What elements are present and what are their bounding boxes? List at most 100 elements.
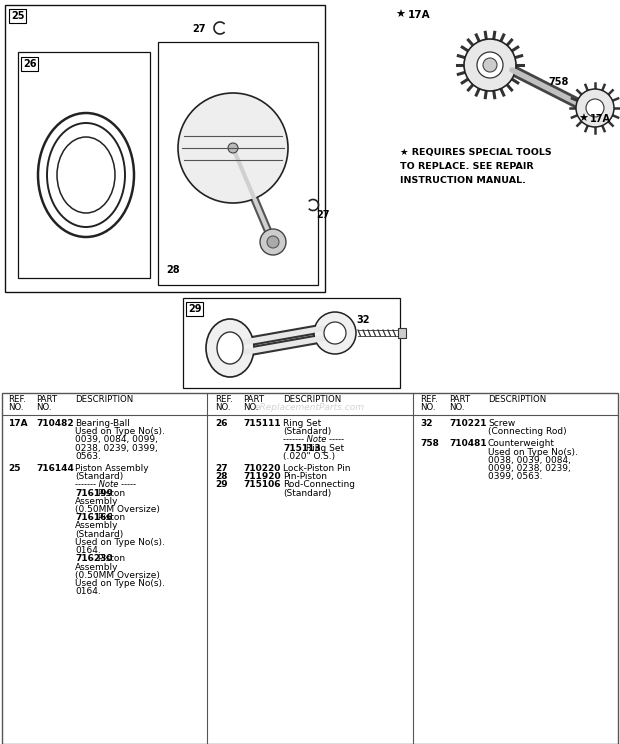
Text: 17A: 17A [8, 419, 28, 428]
Text: NO.: NO. [215, 403, 231, 412]
Text: DESCRIPTION: DESCRIPTION [488, 395, 546, 404]
Text: 25: 25 [11, 11, 25, 21]
Text: (Connecting Rod): (Connecting Rod) [488, 427, 567, 436]
Text: 29: 29 [215, 481, 228, 490]
Text: 716144: 716144 [36, 464, 74, 473]
Text: 17A: 17A [408, 10, 431, 20]
Text: (Standard): (Standard) [283, 427, 331, 436]
Text: REF.: REF. [420, 395, 438, 404]
Text: PART: PART [243, 395, 264, 404]
Text: 28: 28 [215, 472, 228, 481]
Text: 32: 32 [356, 315, 370, 325]
Text: NO.: NO. [8, 403, 24, 412]
Text: 716199: 716199 [75, 489, 113, 498]
Text: 32: 32 [420, 419, 433, 428]
Text: REF.: REF. [8, 395, 26, 404]
Text: 0164.: 0164. [75, 587, 100, 596]
Text: 0238, 0239, 0399,: 0238, 0239, 0399, [75, 443, 157, 452]
Circle shape [483, 58, 497, 72]
Text: 26: 26 [215, 419, 228, 428]
Bar [5, 5, 325, 292]
Text: 758: 758 [548, 77, 569, 87]
Text: 0038, 0039, 0084,: 0038, 0039, 0084, [488, 456, 571, 465]
Text: (Standard): (Standard) [75, 472, 123, 481]
Text: 710481: 710481 [449, 440, 487, 449]
Text: Pin-Piston: Pin-Piston [283, 472, 327, 481]
Text: 716166: 716166 [75, 513, 113, 522]
Text: ------- Note -----: ------- Note ----- [75, 481, 136, 490]
Text: (Standard): (Standard) [283, 489, 331, 498]
Text: REF.: REF. [215, 395, 232, 404]
Circle shape [228, 143, 238, 153]
Text: Bearing-Ball: Bearing-Ball [75, 419, 130, 428]
Text: 0563.: 0563. [75, 452, 101, 461]
Text: NO.: NO. [449, 403, 464, 412]
Text: Piston: Piston [95, 513, 125, 522]
Text: PART: PART [449, 395, 470, 404]
Text: TO REPLACE. SEE REPAIR: TO REPLACE. SEE REPAIR [400, 162, 534, 171]
Circle shape [324, 322, 346, 344]
Text: (.020" O.S.): (.020" O.S.) [283, 452, 335, 461]
Circle shape [576, 89, 614, 127]
Text: 715106: 715106 [243, 481, 280, 490]
Text: 758: 758 [420, 440, 439, 449]
Text: NO.: NO. [36, 403, 51, 412]
Text: 25: 25 [8, 464, 20, 473]
Circle shape [267, 236, 279, 248]
Text: Assembly: Assembly [75, 562, 118, 571]
Text: PART: PART [36, 395, 57, 404]
Circle shape [314, 312, 356, 354]
Text: (Standard): (Standard) [75, 530, 123, 539]
Text: (0.50MM Oversize): (0.50MM Oversize) [75, 571, 160, 580]
Text: Rod-Connecting: Rod-Connecting [283, 481, 355, 490]
Bar [158, 42, 318, 285]
Text: 27: 27 [316, 210, 329, 220]
Circle shape [477, 52, 503, 78]
Text: 0099, 0238, 0239,: 0099, 0238, 0239, [488, 464, 571, 473]
Text: Used on Type No(s).: Used on Type No(s). [488, 448, 578, 457]
Text: Lock-Piston Pin: Lock-Piston Pin [283, 464, 350, 473]
Text: 29: 29 [188, 304, 202, 314]
Circle shape [464, 39, 516, 91]
Text: Assembly: Assembly [75, 497, 118, 506]
Bar [18, 52, 150, 278]
Bar [183, 298, 400, 388]
Text: Used on Type No(s).: Used on Type No(s). [75, 538, 165, 547]
Text: 715111: 715111 [243, 419, 281, 428]
Text: Ring Set: Ring Set [303, 443, 344, 452]
Circle shape [260, 229, 286, 255]
Text: Piston: Piston [95, 489, 125, 498]
Text: 0164.: 0164. [75, 546, 100, 555]
Text: INSTRUCTION MANUAL.: INSTRUCTION MANUAL. [400, 176, 526, 185]
Text: ★: ★ [578, 114, 588, 124]
Text: Ring Set: Ring Set [283, 419, 321, 428]
Text: DESCRIPTION: DESCRIPTION [75, 395, 133, 404]
Text: 28: 28 [166, 265, 180, 275]
Text: 27: 27 [192, 24, 205, 34]
Text: 17A: 17A [590, 114, 611, 124]
Text: 0399, 0563.: 0399, 0563. [488, 472, 542, 481]
Circle shape [178, 93, 288, 203]
Text: 715113: 715113 [283, 443, 321, 452]
Bar [2, 393, 618, 744]
Text: NO.: NO. [420, 403, 435, 412]
Text: Piston Assembly: Piston Assembly [75, 464, 149, 473]
Text: 711920: 711920 [243, 472, 281, 481]
Text: Used on Type No(s).: Used on Type No(s). [75, 427, 165, 436]
Text: 27: 27 [215, 464, 228, 473]
Text: ★: ★ [395, 10, 405, 20]
Text: Counterweight: Counterweight [488, 440, 555, 449]
Text: 710220: 710220 [243, 464, 280, 473]
Text: 716230: 716230 [75, 554, 112, 563]
Text: 710221: 710221 [449, 419, 487, 428]
Text: Screw: Screw [488, 419, 515, 428]
Text: 710482: 710482 [36, 419, 74, 428]
Text: Piston: Piston [95, 554, 125, 563]
Text: Assembly: Assembly [75, 522, 118, 530]
Text: 0039, 0084, 0099,: 0039, 0084, 0099, [75, 435, 158, 444]
Text: ★ REQUIRES SPECIAL TOOLS: ★ REQUIRES SPECIAL TOOLS [400, 148, 552, 157]
Text: Used on Type No(s).: Used on Type No(s). [75, 579, 165, 588]
Text: ------- Note -----: ------- Note ----- [283, 435, 344, 444]
Circle shape [586, 99, 604, 117]
Ellipse shape [206, 319, 254, 377]
